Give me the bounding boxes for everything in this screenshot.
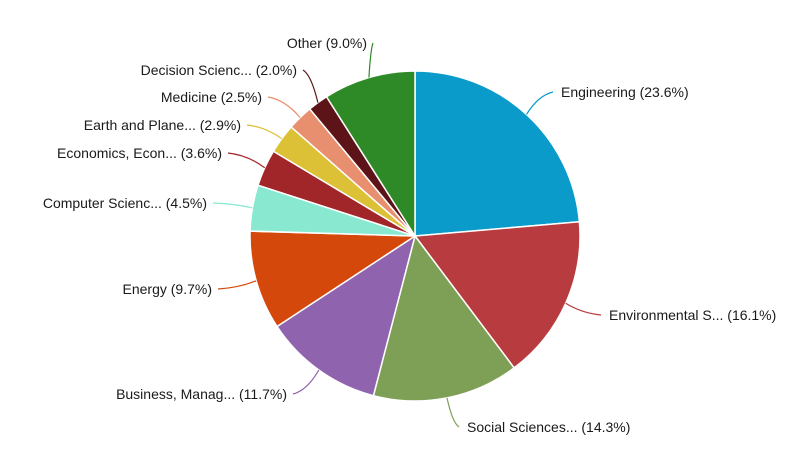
slice-label-decision-scienc: Decision Scienc... (2.0%): [141, 62, 297, 78]
slice-label-energy: Energy (9.7%): [123, 281, 212, 297]
slice-label-business-manag: Business, Manag... (11.7%): [116, 386, 287, 402]
pie-slice-engineering: [414, 70, 581, 237]
pie-slice-social-sciences: [372, 234, 516, 402]
leader-line-computer-scienc: [212, 202, 253, 209]
leader-line-energy: [217, 280, 257, 290]
slice-label-computer-scienc: Computer Scienc... (4.5%): [43, 195, 207, 211]
slice-labels: Engineering (23.6%) Environmental S... (1…: [43, 35, 776, 435]
slice-label-social-sciences: Social Sciences... (14.3%): [467, 419, 630, 435]
slice-label-earth-and-plane: Earth and Plane... (2.9%): [84, 117, 241, 133]
leader-line-engineering: [525, 91, 554, 115]
leader-line-business-manag: [292, 369, 320, 395]
leader-line-decision-scienc: [302, 69, 319, 103]
slice-label-engineering: Engineering (23.6%): [561, 84, 689, 100]
leader-line-medicine: [267, 96, 301, 118]
leader-line-other: [368, 42, 374, 78]
slice-label-medicine: Medicine (2.5%): [161, 89, 262, 105]
pie-slice-environmental-s: [413, 220, 581, 369]
slice-label-other: Other (9.0%): [287, 35, 367, 51]
pie-slice-other: [325, 70, 416, 239]
leader-line-earth-and-plane: [246, 124, 283, 140]
leader-line-economics-econ: [227, 152, 266, 169]
leader-line-environmental-s: [565, 302, 602, 316]
pie-slices: [249, 70, 581, 402]
slice-label-economics-econ: Economics, Econ... (3.6%): [57, 145, 222, 161]
leader-line-social-sciences: [446, 397, 460, 428]
slice-label-environmental-s: Environmental S... (16.1%): [609, 307, 776, 323]
leader-lines: [212, 42, 602, 428]
